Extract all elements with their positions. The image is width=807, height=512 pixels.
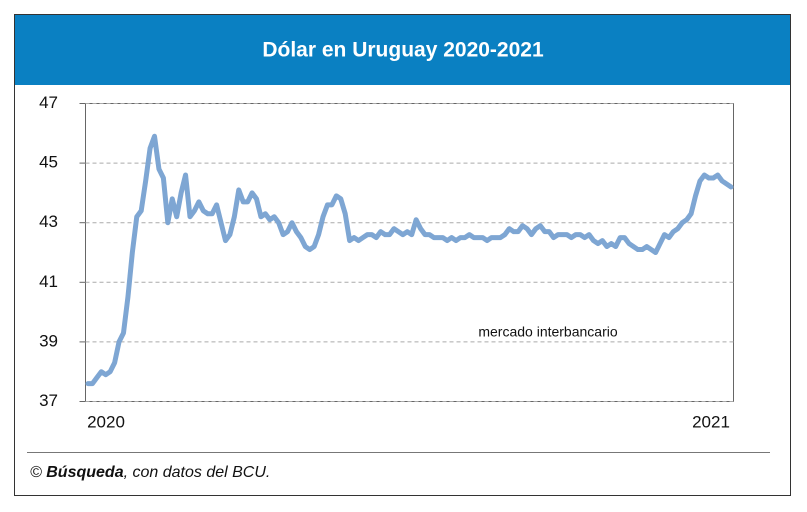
y-tick-label: 47: [39, 93, 58, 112]
source-bold: Búsqueda: [46, 464, 123, 481]
source: © Búsqueda, con datos del BCU.: [30, 464, 270, 481]
x-tick-label: 2020: [87, 412, 125, 431]
y-tick-label: 41: [39, 272, 58, 291]
title-bar: [15, 15, 790, 85]
y-tick-label: 43: [39, 212, 58, 231]
source-rest: , con datos del BCU.: [124, 464, 271, 481]
line-series: [85, 133, 734, 387]
y-tick-label: 45: [39, 153, 58, 172]
annotation: mercado interbancario: [478, 324, 618, 340]
source-prefix: ©: [30, 464, 42, 481]
frame: [14, 14, 791, 496]
y-tick-label: 39: [39, 331, 58, 350]
x-tick-label: 2021: [692, 412, 730, 431]
chart-title: Dólar en Uruguay 2020-2021: [262, 39, 544, 62]
y-tick-label: 37: [39, 391, 58, 410]
